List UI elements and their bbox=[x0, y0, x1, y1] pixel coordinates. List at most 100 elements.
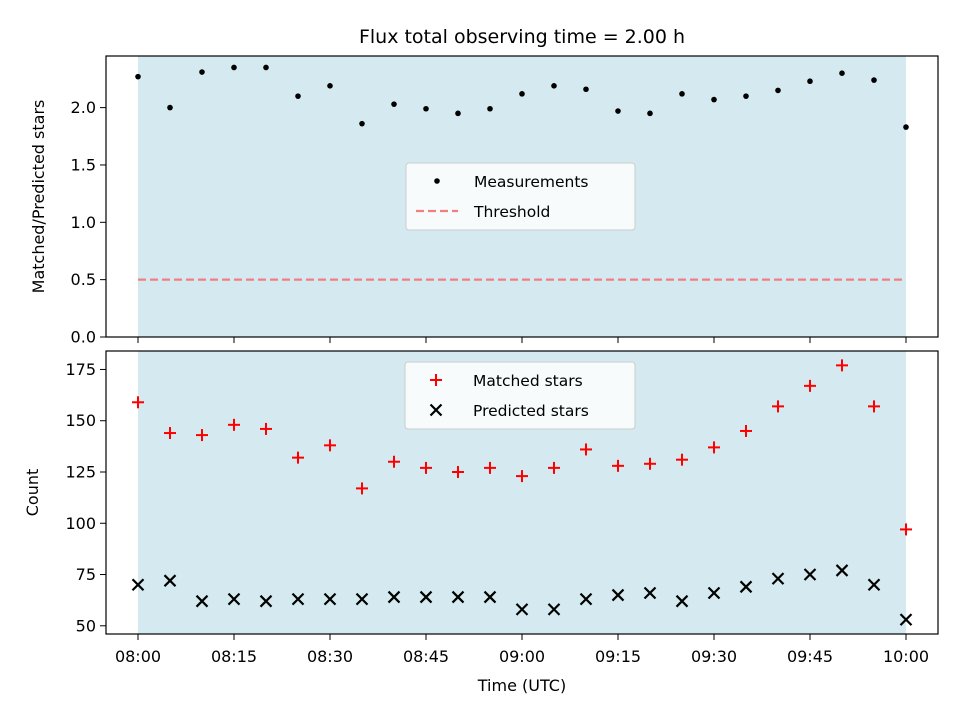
chart-title: Flux total observing time = 2.00 h bbox=[359, 26, 685, 48]
predicted-star-point bbox=[419, 590, 433, 604]
y-tick-label: 125 bbox=[65, 462, 96, 481]
x-tick-label: 09:45 bbox=[787, 647, 833, 666]
y-tick-label: 100 bbox=[65, 514, 96, 533]
matched-star-point bbox=[836, 359, 848, 372]
measurement-point bbox=[263, 64, 269, 71]
y-tick-label: 1.5 bbox=[71, 155, 96, 174]
matched-star-point bbox=[740, 424, 752, 437]
measurement-point bbox=[423, 105, 429, 112]
y-axis-label-ratio: Matched/Predicted stars bbox=[29, 100, 48, 294]
predicted-star-point bbox=[643, 586, 657, 600]
measurement-point bbox=[647, 110, 653, 117]
y-tick-label: 150 bbox=[65, 411, 96, 430]
measurement-point bbox=[135, 73, 141, 80]
predicted-star-point bbox=[131, 578, 145, 592]
measurement-point bbox=[679, 91, 685, 97]
measurement-point bbox=[391, 101, 397, 107]
predicted-star-point bbox=[707, 586, 721, 600]
predicted-star-point bbox=[163, 574, 177, 587]
predicted-star-point bbox=[899, 613, 913, 626]
matched-star-point bbox=[676, 453, 688, 466]
measurement-point bbox=[807, 78, 813, 85]
matched-star-point bbox=[772, 400, 784, 413]
matched-star-point bbox=[356, 482, 368, 495]
y-tick-label: 50 bbox=[76, 616, 96, 635]
measurement-point bbox=[519, 91, 525, 97]
x-tick-label: 10:00 bbox=[883, 647, 929, 666]
x-axis-label: Time (UTC) bbox=[477, 676, 566, 695]
x-tick-label: 08:30 bbox=[307, 647, 353, 666]
matched-star-point bbox=[580, 443, 592, 456]
predicted-star-point bbox=[611, 588, 625, 602]
y-tick-label: 1.0 bbox=[71, 213, 96, 232]
measurement-point bbox=[167, 104, 173, 111]
ratio-panel: 0.00.51.01.52.0 Matched/Predicted stars … bbox=[29, 55, 939, 347]
matched-star-point bbox=[804, 379, 816, 392]
matched-star-point bbox=[612, 459, 624, 472]
legend-frame bbox=[404, 361, 636, 430]
matched-star-point bbox=[196, 429, 208, 442]
predicted-star-point bbox=[227, 592, 241, 606]
measurement-point bbox=[487, 105, 493, 112]
predicted-star-point bbox=[387, 590, 401, 604]
predicted-star-point bbox=[547, 603, 561, 616]
legend-label: Matched stars bbox=[473, 372, 583, 390]
predicted-star-point bbox=[355, 592, 369, 606]
legend-marker-predicted bbox=[429, 403, 443, 417]
matched-star-point bbox=[164, 427, 176, 440]
matched-star-point bbox=[420, 461, 432, 474]
x-tick-label: 08:15 bbox=[211, 647, 257, 666]
predicted-star-point bbox=[483, 590, 497, 604]
matched-star-point bbox=[708, 441, 720, 454]
predicted-star-point bbox=[867, 578, 881, 592]
predicted-star-point bbox=[515, 603, 529, 616]
y-axis-label-count: Count bbox=[23, 469, 42, 517]
matched-star-point bbox=[260, 422, 272, 435]
predicted-star-point bbox=[451, 590, 465, 604]
matched-star-point bbox=[868, 400, 880, 413]
measurement-point bbox=[871, 77, 877, 83]
measurement-point bbox=[903, 124, 909, 130]
measurement-point bbox=[551, 83, 557, 89]
predicted-star-point bbox=[771, 572, 785, 585]
x-tick-label: 09:30 bbox=[691, 647, 737, 666]
measurement-point bbox=[775, 87, 781, 94]
measurement-point bbox=[455, 110, 461, 117]
matched-star-point bbox=[388, 455, 400, 468]
legend-marker-measurements bbox=[434, 178, 440, 184]
y-tick-label: 0.5 bbox=[71, 270, 96, 289]
matched-star-point bbox=[452, 465, 464, 478]
matched-star-point bbox=[644, 457, 656, 470]
matched-star-point bbox=[292, 451, 304, 464]
measurement-point bbox=[711, 96, 717, 103]
measurement-point bbox=[615, 108, 621, 114]
measurement-point bbox=[743, 93, 749, 99]
predicted-star-point bbox=[803, 568, 817, 581]
x-tick-label: 09:00 bbox=[499, 647, 545, 666]
matched-star-point bbox=[548, 461, 560, 474]
x-tick-label: 08:00 bbox=[115, 647, 161, 666]
y-tick-label: 175 bbox=[65, 360, 96, 379]
predicted-star-point bbox=[579, 592, 593, 606]
predicted-star-point bbox=[323, 592, 337, 606]
measurement-point bbox=[583, 86, 589, 93]
y-tick-label: 75 bbox=[76, 565, 96, 584]
measurement-point bbox=[231, 64, 237, 71]
legend-marker-matched bbox=[430, 374, 442, 386]
matched-star-point bbox=[132, 396, 144, 409]
predicted-star-point bbox=[739, 580, 753, 594]
measurement-point bbox=[839, 70, 845, 77]
matched-star-point bbox=[900, 523, 912, 536]
x-tick-label: 08:45 bbox=[403, 647, 449, 666]
measurement-point bbox=[199, 69, 205, 75]
legend-label: Threshold bbox=[473, 203, 550, 221]
matched-star-point bbox=[228, 418, 240, 431]
matched-star-point bbox=[484, 461, 496, 474]
predicted-star-point bbox=[291, 592, 305, 606]
measurement-point bbox=[295, 93, 301, 99]
predicted-star-point bbox=[835, 564, 849, 577]
predicted-star-point bbox=[195, 594, 209, 608]
predicted-star-point bbox=[259, 594, 273, 608]
measurement-point bbox=[359, 120, 365, 127]
